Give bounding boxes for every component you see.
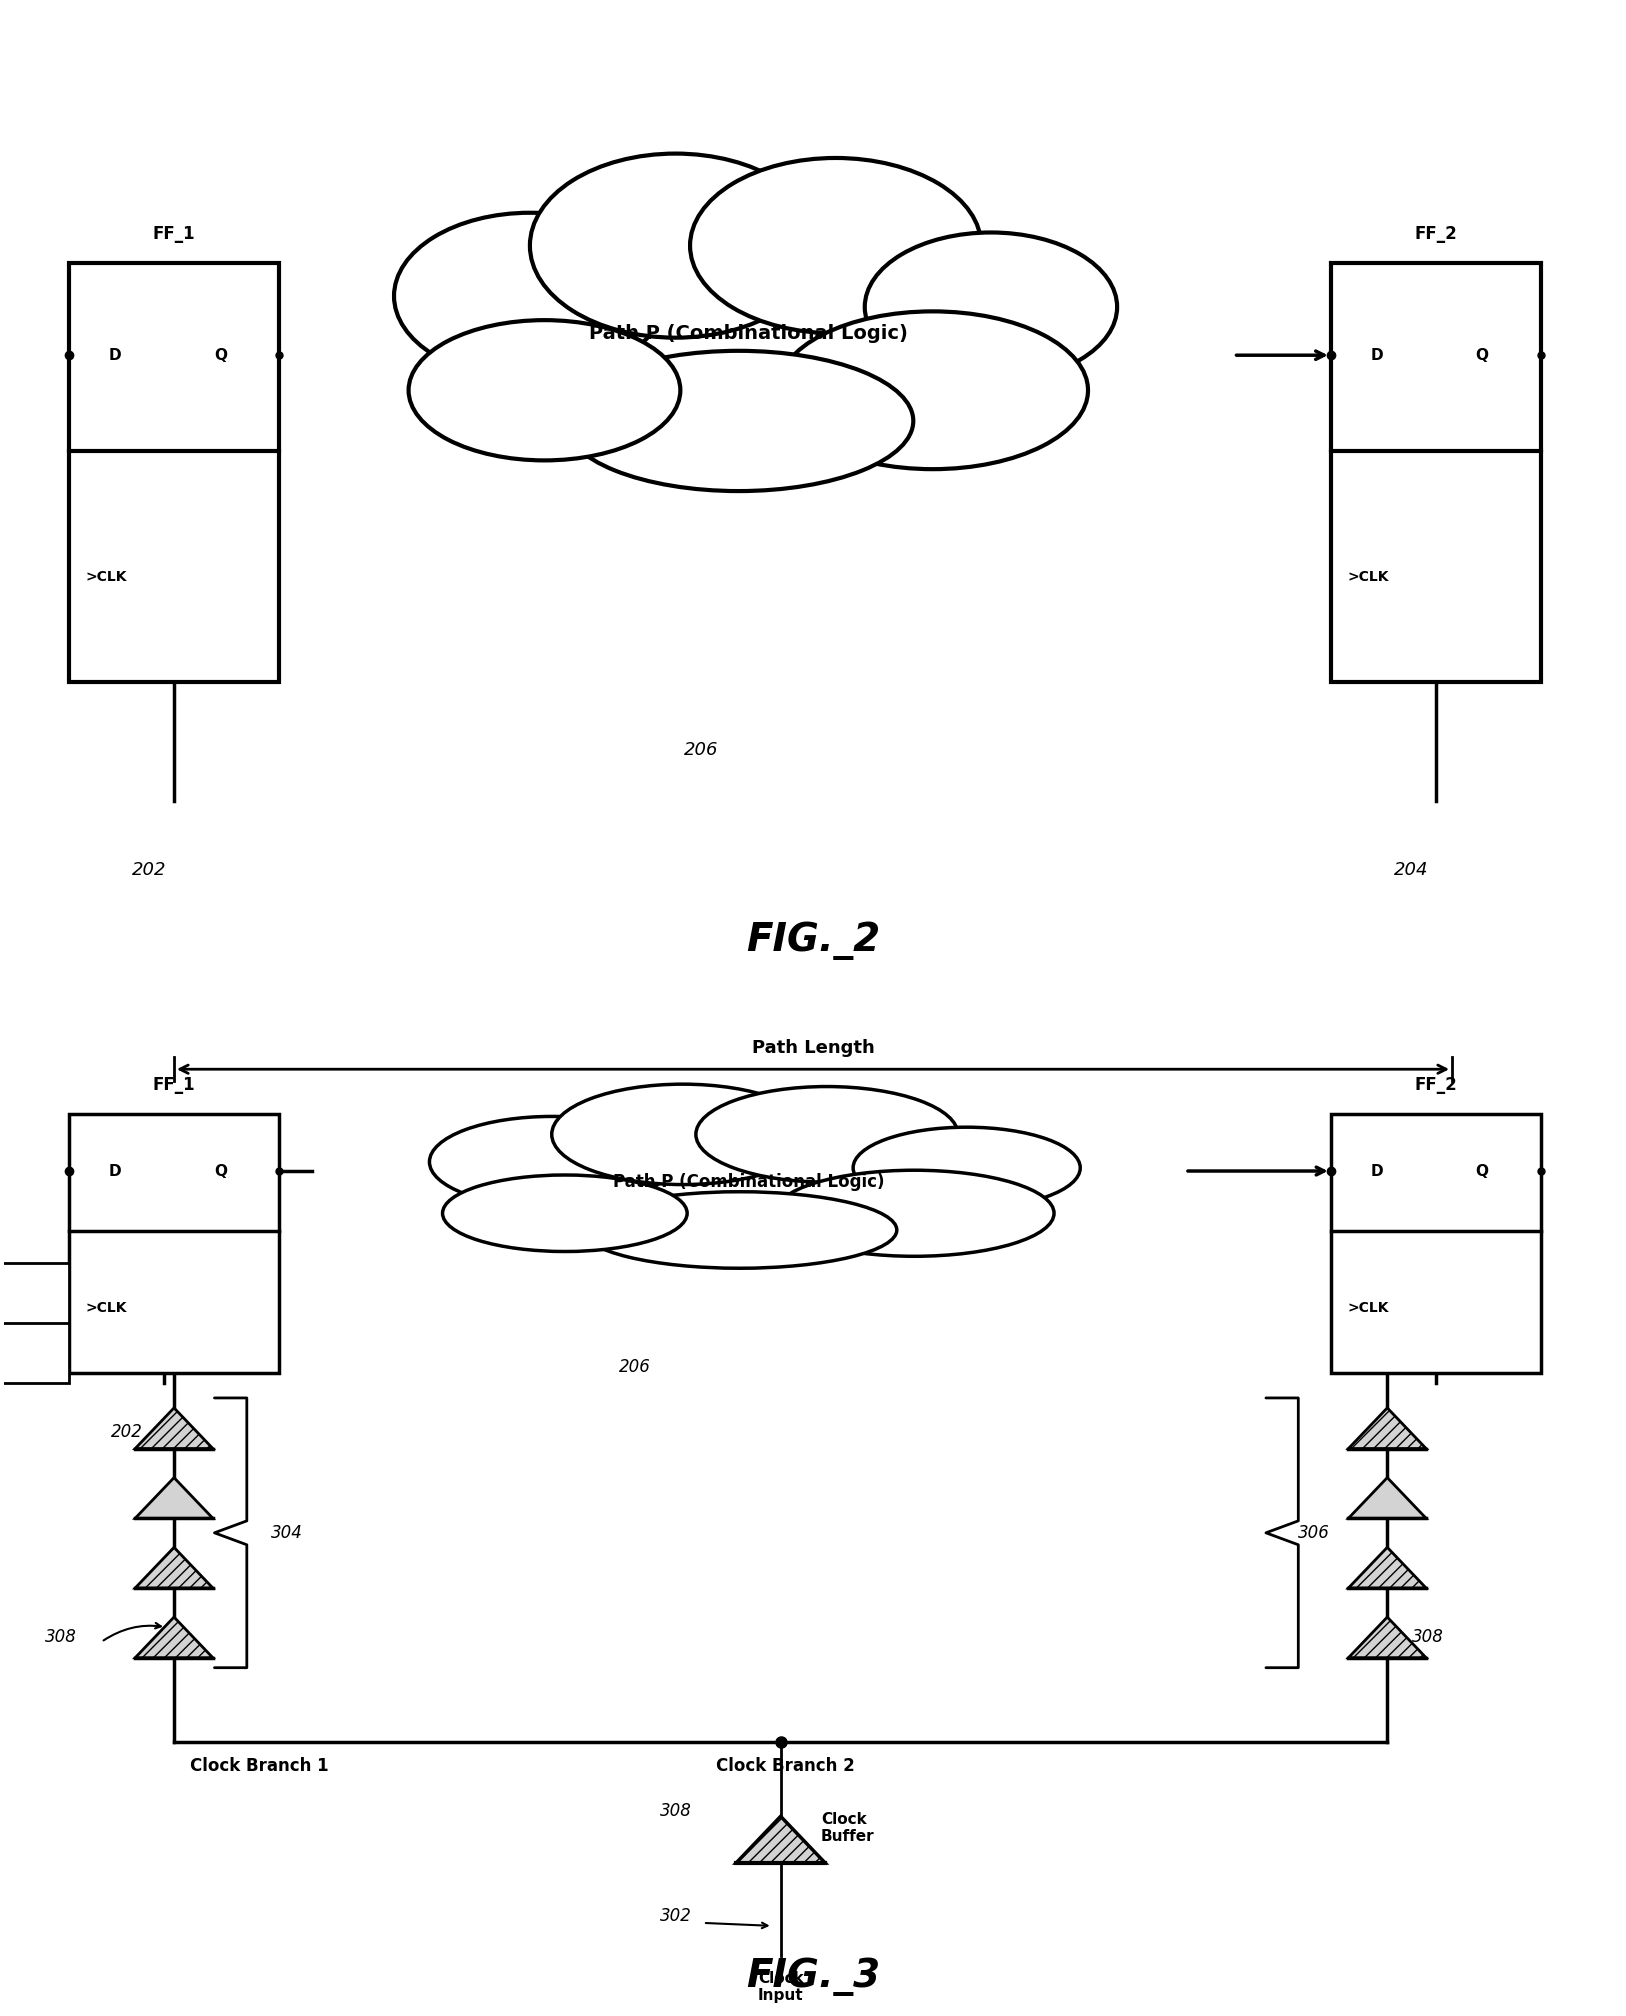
Text: 204: 204 <box>1393 861 1428 879</box>
Text: 202: 202 <box>111 1423 143 1441</box>
Ellipse shape <box>582 1191 898 1268</box>
Text: Clock
Buffer: Clock Buffer <box>821 1812 875 1845</box>
Text: 206: 206 <box>683 742 719 760</box>
Bar <box>0 1264 68 1383</box>
Text: D: D <box>109 347 122 363</box>
Polygon shape <box>737 1816 826 1863</box>
Text: Path P (Combinational Logic): Path P (Combinational Logic) <box>589 325 907 343</box>
Text: Q: Q <box>213 347 226 363</box>
Text: >CLK: >CLK <box>86 1300 127 1314</box>
Bar <box>1330 1115 1541 1373</box>
Text: Clock Branch 2: Clock Branch 2 <box>715 1756 855 1774</box>
Ellipse shape <box>442 1175 688 1252</box>
Text: FF_1: FF_1 <box>153 226 195 244</box>
Text: Path Length: Path Length <box>751 1040 875 1056</box>
Polygon shape <box>135 1548 213 1589</box>
Text: 206: 206 <box>620 1359 650 1377</box>
Polygon shape <box>1348 1407 1426 1450</box>
Ellipse shape <box>854 1127 1080 1208</box>
Text: >CLK: >CLK <box>1348 1300 1389 1314</box>
Text: FF_1: FF_1 <box>153 1077 195 1095</box>
Text: 204: 204 <box>1372 1423 1405 1441</box>
Bar <box>68 1115 280 1373</box>
Bar <box>68 264 280 681</box>
Text: D: D <box>1371 1163 1384 1179</box>
Ellipse shape <box>429 1117 675 1208</box>
Text: FIG._2: FIG._2 <box>746 921 880 960</box>
Text: 202: 202 <box>132 861 166 879</box>
Text: >CLK: >CLK <box>86 571 127 585</box>
Text: Path P (Combinational Logic): Path P (Combinational Logic) <box>613 1173 885 1191</box>
Text: Clock
Input: Clock Input <box>758 1972 803 2004</box>
Text: >CLK: >CLK <box>1348 571 1389 585</box>
Text: 302: 302 <box>660 1907 691 1925</box>
Polygon shape <box>1348 1548 1426 1589</box>
Ellipse shape <box>564 351 914 492</box>
Ellipse shape <box>689 157 980 333</box>
Text: FF_2: FF_2 <box>1415 1077 1457 1095</box>
Text: Q: Q <box>1475 1163 1488 1179</box>
Text: 308: 308 <box>660 1802 691 1820</box>
Ellipse shape <box>774 1169 1054 1256</box>
Text: 304: 304 <box>272 1524 302 1542</box>
Text: Q: Q <box>213 1163 226 1179</box>
Ellipse shape <box>551 1085 813 1185</box>
Ellipse shape <box>393 214 665 379</box>
Text: Q: Q <box>1475 347 1488 363</box>
Text: 308: 308 <box>1411 1629 1444 1645</box>
Text: FF_2: FF_2 <box>1415 226 1457 244</box>
Polygon shape <box>135 1407 213 1450</box>
Ellipse shape <box>777 310 1088 470</box>
Text: Clock Branch 1: Clock Branch 1 <box>190 1756 328 1774</box>
Bar <box>1330 264 1541 681</box>
Ellipse shape <box>408 321 680 460</box>
Ellipse shape <box>530 153 821 337</box>
Text: 308: 308 <box>44 1629 76 1645</box>
Ellipse shape <box>696 1087 958 1181</box>
Text: FIG._3: FIG._3 <box>746 1958 880 1996</box>
Polygon shape <box>1348 1617 1426 1657</box>
Polygon shape <box>1348 1478 1426 1518</box>
Polygon shape <box>135 1478 213 1518</box>
Text: D: D <box>109 1163 122 1179</box>
Ellipse shape <box>865 232 1117 381</box>
Polygon shape <box>135 1617 213 1657</box>
Text: D: D <box>1371 347 1384 363</box>
Text: 306: 306 <box>1298 1524 1330 1542</box>
